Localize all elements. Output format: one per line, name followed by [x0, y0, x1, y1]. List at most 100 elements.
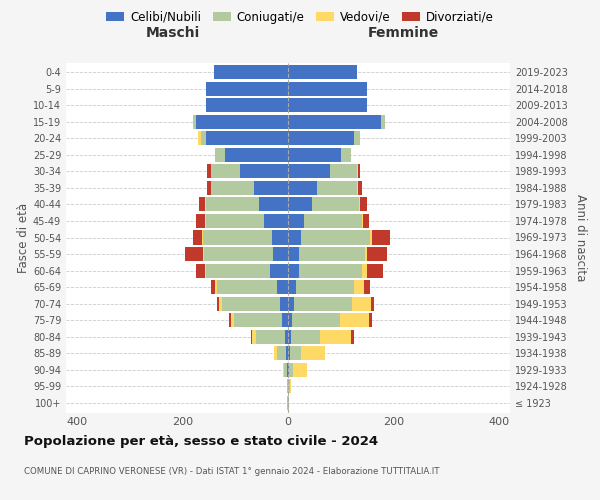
Bar [312, 198, 359, 211]
Bar [288, 214, 304, 228]
Bar [359, 198, 361, 211]
Bar [232, 313, 234, 327]
Bar [288, 198, 312, 211]
Bar [222, 296, 280, 310]
Bar [288, 82, 367, 96]
Bar [205, 247, 273, 261]
Bar [370, 230, 371, 244]
Bar [207, 181, 211, 195]
Bar [286, 346, 288, 360]
Bar [290, 330, 320, 344]
Bar [206, 98, 288, 112]
Text: Femmine: Femmine [368, 26, 439, 40]
Bar [198, 132, 201, 145]
Bar [288, 247, 299, 261]
Bar [288, 230, 301, 244]
Bar [358, 164, 361, 178]
Bar [206, 132, 288, 145]
Bar [196, 214, 205, 228]
Bar [288, 132, 354, 145]
Bar [293, 362, 307, 376]
Bar [211, 280, 215, 294]
Bar [256, 330, 286, 344]
Bar [371, 296, 374, 310]
Bar [357, 181, 358, 195]
Bar [273, 247, 288, 261]
Bar [317, 181, 357, 195]
Bar [277, 346, 286, 360]
Bar [206, 82, 288, 96]
Bar [284, 362, 287, 376]
Bar [367, 247, 388, 261]
Bar [241, 164, 288, 178]
Bar [352, 330, 354, 344]
Bar [330, 164, 357, 178]
Bar [380, 115, 385, 129]
Bar [193, 230, 202, 244]
Bar [211, 181, 254, 195]
Bar [196, 115, 288, 129]
Bar [357, 164, 358, 178]
Bar [286, 330, 288, 344]
Text: COMUNE DI CAPRINO VERONESE (VR) - Dati ISTAT 1° gennaio 2024 - Elaborazione TUTT: COMUNE DI CAPRINO VERONESE (VR) - Dati I… [24, 468, 439, 476]
Bar [371, 230, 390, 244]
Bar [274, 346, 277, 360]
Bar [206, 198, 259, 211]
Legend: Celibi/Nubili, Coniugati/e, Vedovi/e, Divorziati/e: Celibi/Nubili, Coniugati/e, Vedovi/e, Di… [101, 6, 499, 28]
Bar [367, 264, 383, 278]
Bar [364, 280, 370, 294]
Bar [354, 280, 364, 294]
Y-axis label: Anni di nascita: Anni di nascita [574, 194, 587, 281]
Bar [211, 164, 241, 178]
Bar [259, 198, 288, 211]
Bar [299, 247, 365, 261]
Bar [320, 330, 352, 344]
Bar [292, 313, 340, 327]
Bar [205, 198, 206, 211]
Bar [289, 362, 293, 376]
Bar [199, 198, 205, 211]
Bar [287, 379, 288, 393]
Bar [205, 264, 206, 278]
Bar [280, 296, 288, 310]
Bar [214, 66, 288, 80]
Bar [295, 296, 352, 310]
Bar [288, 148, 341, 162]
Bar [229, 313, 232, 327]
Bar [215, 148, 224, 162]
Bar [219, 296, 222, 310]
Text: Maschi: Maschi [145, 26, 200, 40]
Bar [283, 362, 284, 376]
Bar [341, 148, 352, 162]
Bar [288, 296, 295, 310]
Bar [272, 230, 288, 244]
Bar [196, 264, 205, 278]
Bar [205, 214, 206, 228]
Bar [203, 247, 205, 261]
Bar [269, 264, 288, 278]
Bar [362, 214, 363, 228]
Bar [207, 164, 211, 178]
Bar [290, 346, 301, 360]
Bar [217, 280, 277, 294]
Bar [277, 280, 288, 294]
Bar [362, 264, 367, 278]
Bar [254, 181, 288, 195]
Bar [301, 346, 325, 360]
Bar [358, 181, 362, 195]
Bar [287, 362, 288, 376]
Bar [365, 247, 367, 261]
Bar [251, 330, 252, 344]
Bar [185, 247, 203, 261]
Bar [363, 214, 370, 228]
Bar [217, 296, 219, 310]
Bar [369, 313, 371, 327]
Bar [361, 198, 367, 211]
Bar [202, 230, 203, 244]
Bar [264, 214, 288, 228]
Bar [288, 313, 292, 327]
Bar [288, 346, 290, 360]
Bar [296, 280, 354, 294]
Bar [234, 313, 281, 327]
Bar [288, 98, 367, 112]
